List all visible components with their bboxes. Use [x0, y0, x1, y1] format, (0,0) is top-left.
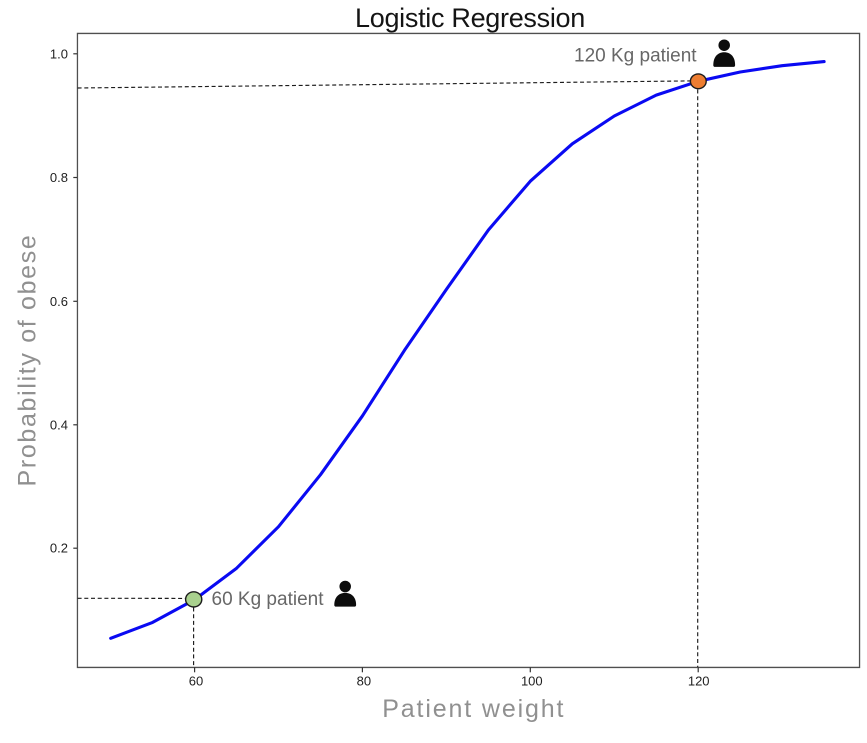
svg-text:0.2: 0.2: [50, 541, 68, 556]
svg-text:120: 120: [688, 673, 710, 688]
svg-text:0.4: 0.4: [50, 417, 68, 432]
svg-text:Patient weight: Patient weight: [382, 695, 565, 723]
svg-text:60 Kg patient: 60 Kg patient: [212, 589, 325, 610]
svg-text:1.0: 1.0: [50, 46, 68, 61]
svg-text:60: 60: [189, 673, 203, 688]
svg-text:Logistic Regression: Logistic Regression: [355, 3, 585, 33]
svg-text:120 Kg patient: 120 Kg patient: [574, 46, 697, 67]
svg-text:0.8: 0.8: [50, 170, 68, 185]
svg-text:0.6: 0.6: [50, 294, 68, 309]
svg-text:80: 80: [357, 673, 371, 688]
svg-text:100: 100: [521, 673, 543, 688]
svg-text:Probability of obese: Probability of obese: [14, 234, 42, 487]
